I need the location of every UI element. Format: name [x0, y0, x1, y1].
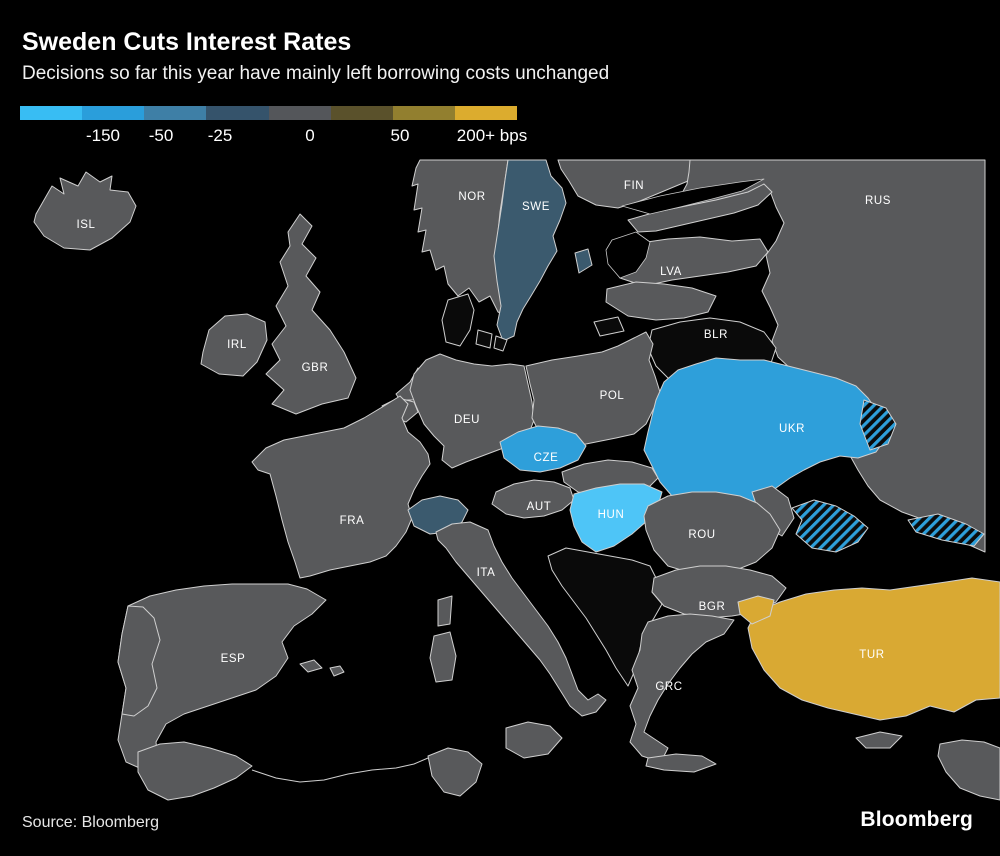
legend-tick: -50 — [148, 126, 174, 145]
country-crimea — [791, 499, 869, 553]
legend-tick: -25 — [207, 126, 233, 145]
legend: -150 -50 -25 0 50 200+ bps — [20, 106, 527, 150]
country-kgd — [593, 316, 625, 337]
country-label-isl: ISL — [76, 219, 95, 231]
country-label-blr: BLR — [704, 329, 728, 341]
country-corsica — [437, 595, 453, 627]
legend-segment-5 — [330, 106, 393, 120]
legend-tick: 0 — [305, 126, 315, 145]
bloomberg-logo: Bloomberg — [860, 808, 973, 831]
country-label-bgr: BGR — [699, 601, 726, 613]
source-note: Source: Bloomberg — [22, 814, 159, 831]
country-label-irl: IRL — [227, 339, 247, 351]
country-label-hun: HUN — [598, 509, 625, 521]
country-label-rou: ROU — [688, 529, 715, 541]
country-cze — [499, 425, 587, 473]
legend-tick-labels: -150 -50 -25 0 50 200+ bps — [20, 126, 527, 150]
gulf-of-finland — [621, 178, 765, 215]
country-label-lva: LVA — [660, 266, 682, 278]
country-label-deu: DEU — [454, 414, 480, 426]
country-label-fin: FIN — [624, 180, 644, 192]
country-lva — [609, 236, 769, 287]
country-balearics — [299, 659, 323, 673]
country-balearics — [329, 665, 345, 677]
country-label-tur: TUR — [859, 649, 884, 661]
country-levant — [937, 739, 1000, 801]
country-est — [627, 183, 773, 233]
country-abk — [907, 513, 985, 547]
country-rou — [643, 491, 781, 575]
country-label-grc: GRC — [655, 681, 682, 693]
country-tur — [747, 577, 1000, 721]
country-ltu — [605, 281, 717, 321]
country-grc — [629, 613, 735, 763]
country-fra — [251, 395, 431, 579]
chart-subtitle: Decisions so far this year have mainly l… — [22, 62, 610, 84]
country-label-pol: POL — [600, 390, 625, 402]
country-cyp — [855, 731, 903, 749]
country-label-ukr: UKR — [779, 423, 805, 435]
country-hun — [569, 483, 663, 553]
country-gbr — [265, 213, 357, 415]
gulf-of-riga — [605, 231, 651, 279]
legend-segment-1 — [82, 106, 145, 120]
legend-segment-4 — [268, 106, 331, 120]
legend-segment-6 — [392, 106, 455, 120]
chart-title: Sweden Cuts Interest Rates — [22, 28, 352, 56]
legend-tick: 200+ bps — [456, 126, 528, 145]
country-swe — [493, 159, 567, 342]
country-grc — [645, 753, 717, 773]
country-tun — [427, 747, 483, 797]
country-label-fra: FRA — [340, 515, 365, 527]
legend-tick: 50 — [390, 126, 410, 145]
country-isl — [33, 171, 137, 251]
country-label-cze: CZE — [534, 452, 559, 464]
country-dnk — [493, 335, 508, 352]
country-sardinia — [429, 631, 457, 683]
country-esp — [117, 583, 327, 771]
country-dnk — [475, 329, 493, 349]
legend-segment-2 — [144, 106, 207, 120]
country-tur — [737, 595, 775, 625]
country-label-nor: NOR — [458, 191, 485, 203]
country-prt — [117, 605, 161, 717]
country-ita — [435, 521, 607, 717]
legend-segment-3 — [206, 106, 269, 120]
legend-tick: -150 — [85, 126, 121, 145]
legend-segment-7 — [454, 106, 517, 120]
legend-color-bar — [20, 106, 517, 120]
country-ukre — [859, 399, 897, 451]
country-nor — [411, 159, 509, 317]
country-dnk — [441, 293, 475, 347]
chart-header: Sweden Cuts Interest Rates Decisions so … — [22, 28, 980, 86]
country-label-rus: RUS — [865, 195, 891, 207]
country-aut — [491, 479, 575, 519]
country-label-esp: ESP — [221, 653, 246, 665]
legend-segment-0 — [20, 106, 83, 120]
algeria-coastline — [251, 757, 429, 783]
country-label-aut: AUT — [527, 501, 552, 513]
country-label-swe: SWE — [522, 201, 550, 213]
country-mar — [137, 741, 253, 801]
country-label-ita: ITA — [477, 567, 496, 579]
country-label-gbr: GBR — [302, 362, 329, 374]
country-irl — [200, 313, 268, 377]
country-sicily — [505, 721, 563, 759]
country-gotland — [574, 248, 593, 274]
